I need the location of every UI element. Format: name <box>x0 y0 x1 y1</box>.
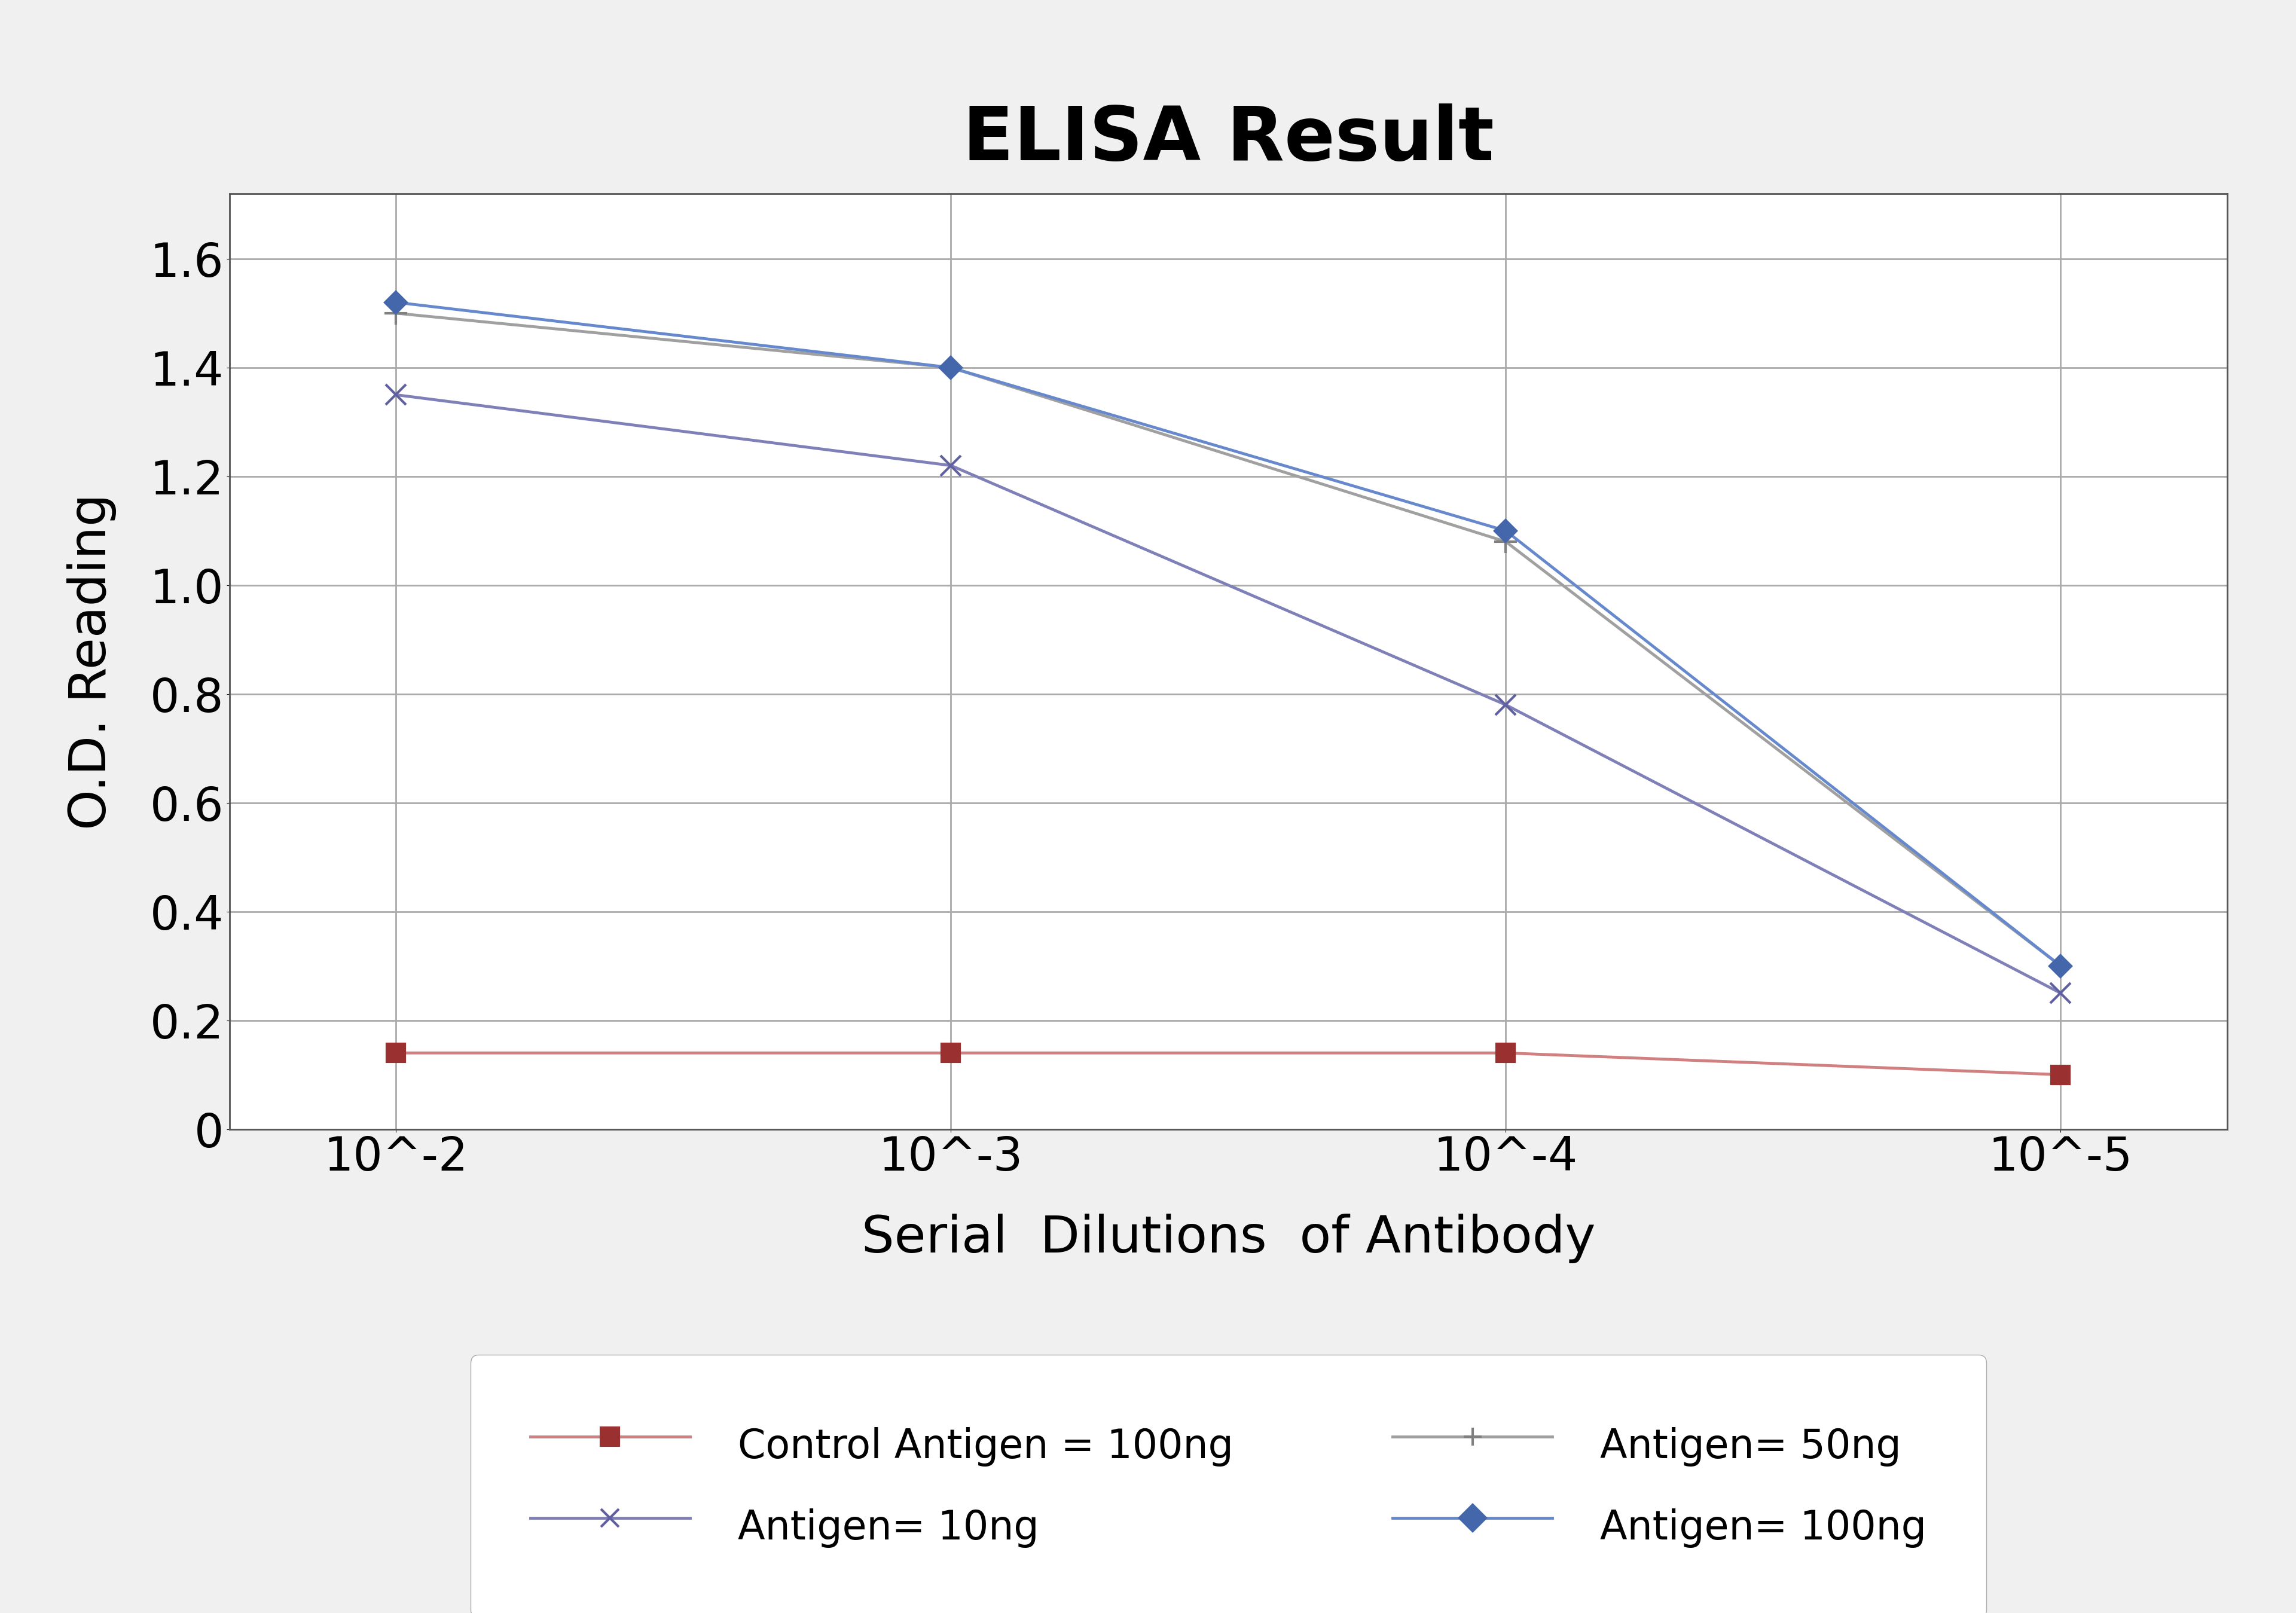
Legend: Control Antigen = 100ng, Antigen= 10ng, Antigen= 50ng, Antigen= 100ng: Control Antigen = 100ng, Antigen= 10ng, … <box>471 1355 1986 1613</box>
Y-axis label: O.D. Reading: O.D. Reading <box>67 494 117 829</box>
Title: ELISA Result: ELISA Result <box>962 103 1495 176</box>
X-axis label: Serial  Dilutions  of Antibody: Serial Dilutions of Antibody <box>861 1213 1596 1263</box>
